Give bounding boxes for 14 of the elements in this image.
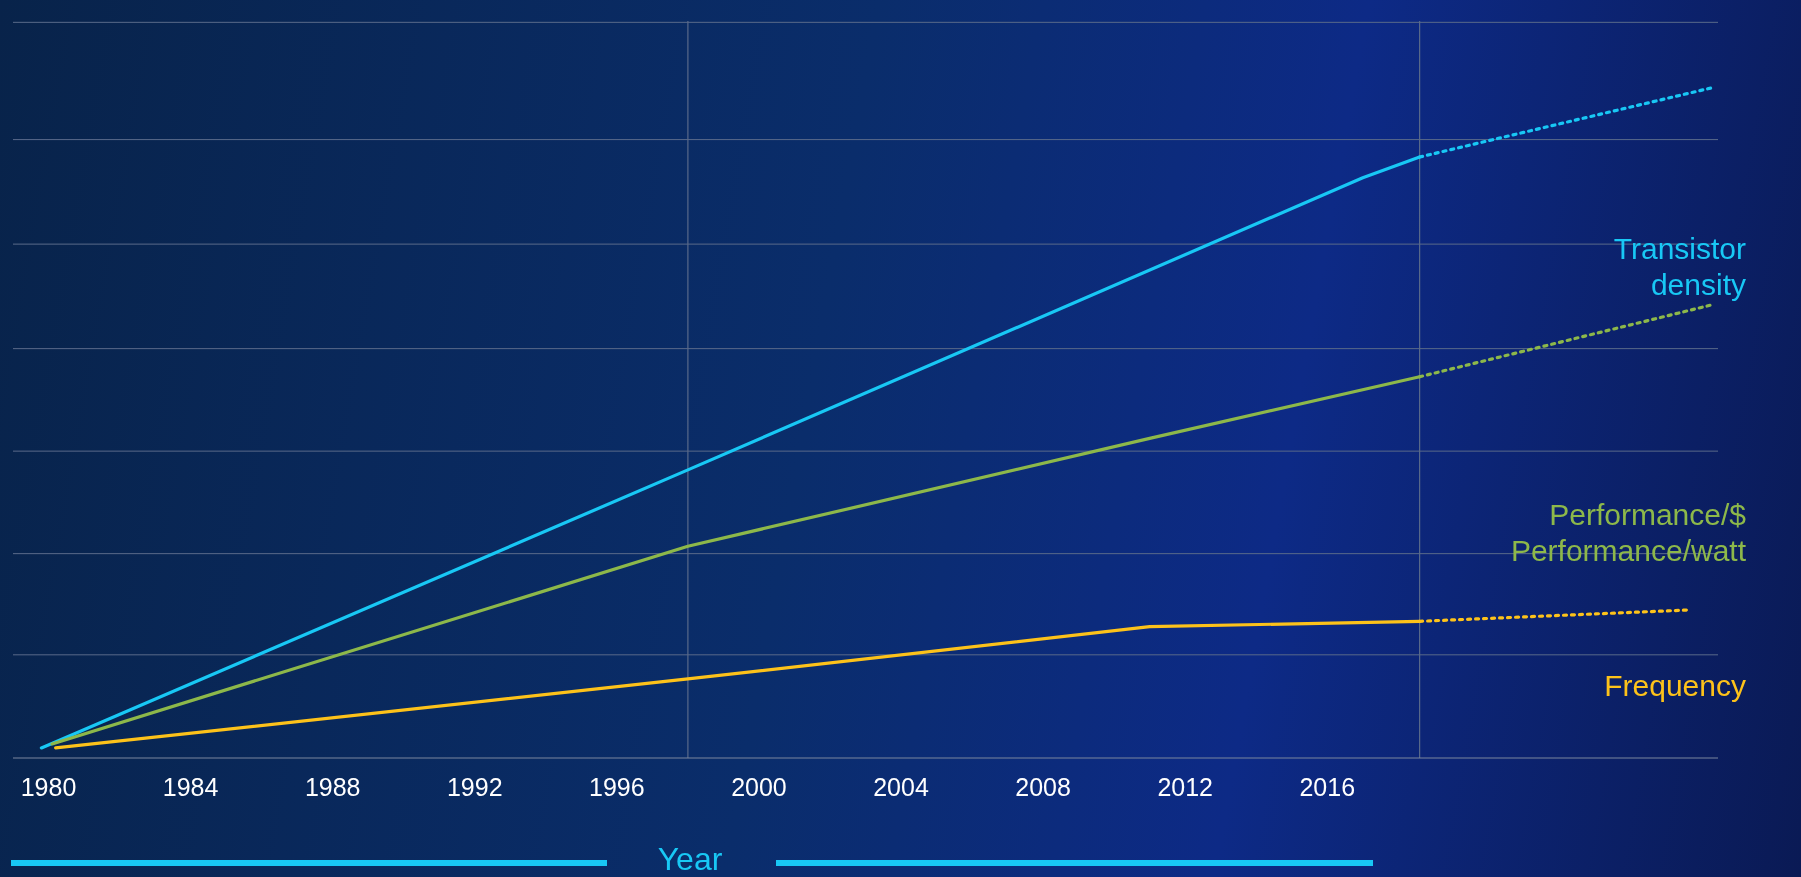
x-tick-label: 2016	[1299, 773, 1356, 801]
text: Transistor density	[1613, 232, 1747, 302]
text: Frequency	[1604, 669, 1746, 703]
x-tick-label: 1980	[20, 773, 77, 801]
text: Performance/$ Performance/watt	[1510, 497, 1747, 567]
x-tick-label: 1988	[304, 773, 361, 801]
x-tick-label: 2012	[1157, 773, 1213, 801]
x-tick-label: 2000	[731, 773, 787, 801]
x-tick-label: 1992	[446, 773, 503, 801]
x-axis-title: Year	[657, 841, 723, 877]
x-tick-label: 1996	[589, 773, 645, 801]
x-tick-label: 2008	[1015, 773, 1071, 801]
x-tick-label: 2004	[873, 773, 929, 801]
x-tick-label: 1984	[162, 773, 219, 801]
